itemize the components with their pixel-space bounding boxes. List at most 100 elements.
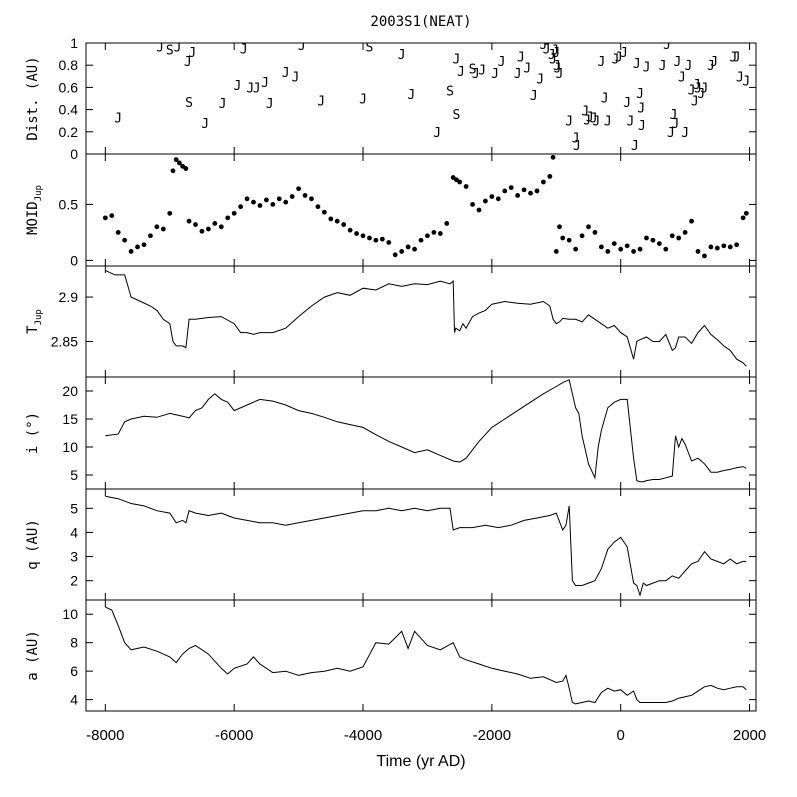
data-point	[637, 246, 643, 252]
data-point	[682, 230, 688, 235]
data-point	[650, 237, 656, 243]
y-axis-label: q (AU)	[25, 519, 41, 570]
encounter-marker-J: J	[583, 114, 591, 129]
data-point	[315, 204, 321, 210]
data-point	[177, 160, 182, 166]
data-point	[135, 244, 140, 250]
data-point	[734, 242, 740, 248]
encounter-marker-J: J	[398, 48, 406, 63]
encounter-marker-J: J	[565, 115, 573, 130]
data-point	[695, 249, 701, 254]
data-point	[624, 243, 630, 249]
series-line	[105, 379, 747, 483]
encounter-marker-S: S	[366, 40, 374, 55]
data-point	[721, 243, 727, 249]
encounter-marker-J: J	[623, 96, 631, 111]
panel-moid: 0 0.5 MOIDJup	[25, 153, 757, 268]
data-point	[463, 184, 469, 189]
panel-data	[105, 606, 747, 705]
encounter-marker-J: J	[156, 40, 164, 55]
data-point	[611, 241, 617, 247]
x-tick-label: -8000	[86, 727, 124, 744]
data-point	[360, 233, 366, 239]
data-point	[425, 233, 430, 239]
encounter-marker-J: J	[539, 38, 547, 53]
encounter-marker-S: S	[185, 96, 193, 111]
data-point	[102, 215, 108, 221]
data-point	[550, 154, 556, 160]
data-point	[373, 237, 379, 243]
series-line	[105, 269, 747, 367]
encounter-marker-J: J	[491, 67, 499, 82]
x-axis-label: Time (yr AD)	[376, 753, 465, 770]
data-point	[379, 236, 385, 242]
panel-frame	[85, 265, 757, 378]
data-point	[689, 218, 694, 224]
encounter-marker-J: J	[478, 64, 486, 79]
panel-tjup: 2.85 2.9 TJup	[25, 265, 757, 378]
encounter-marker-J: J	[184, 55, 192, 70]
data-point	[553, 249, 559, 254]
data-point	[399, 249, 405, 254]
data-point	[431, 230, 437, 235]
encounter-marker-J: J	[573, 139, 581, 154]
data-point	[515, 193, 521, 198]
encounter-marker-S: S	[453, 108, 461, 123]
encounter-marker-J: J	[694, 81, 702, 96]
encounter-marker-J: J	[298, 39, 306, 54]
encounter-marker-J: J	[514, 67, 522, 82]
data-point	[483, 198, 488, 204]
data-point	[251, 199, 256, 205]
series-line	[105, 495, 747, 597]
y-tick-label: 0.4	[59, 102, 79, 118]
data-point	[128, 249, 134, 254]
data-point	[489, 194, 495, 199]
data-point	[347, 227, 353, 233]
data-point	[302, 193, 308, 198]
y-tick-label: 2.85	[51, 333, 78, 349]
data-point	[598, 244, 604, 250]
data-point	[270, 202, 276, 207]
chart-title: 2003S1(NEAT)	[370, 14, 471, 30]
data-point	[541, 179, 546, 185]
y-tick-label: 10	[62, 606, 78, 622]
data-point	[218, 224, 224, 230]
x-tick-label: -6000	[215, 727, 253, 744]
encounter-marker-J: J	[707, 59, 715, 74]
encounter-marker-J: J	[572, 131, 580, 146]
data-point	[115, 230, 121, 235]
encounter-marker-J: J	[643, 60, 651, 75]
x-tick-label: 0	[617, 727, 625, 744]
data-point	[702, 253, 707, 259]
data-point	[386, 240, 392, 245]
data-point	[122, 237, 128, 243]
encounter-marker-J: J	[688, 84, 696, 99]
encounter-marker-J: J	[626, 115, 634, 130]
data-point	[244, 196, 250, 202]
data-point	[457, 179, 463, 185]
data-point	[508, 185, 514, 191]
encounter-marker-J: J	[673, 55, 681, 70]
data-point	[534, 188, 540, 194]
data-point	[547, 174, 553, 179]
data-point	[444, 221, 450, 226]
encounter-marker-J: J	[543, 43, 551, 58]
encounter-marker-J: J	[672, 117, 680, 132]
data-point	[160, 226, 166, 232]
encounter-marker-J: J	[693, 78, 701, 93]
y-tick-label: 5	[70, 467, 78, 483]
panel-frame	[85, 599, 757, 712]
data-point	[566, 237, 572, 243]
encounter-marker-J: J	[188, 46, 196, 61]
encounter-marker-J: J	[472, 67, 480, 82]
encounter-marker-J: J	[253, 81, 261, 96]
encounter-marker-J: J	[638, 119, 646, 134]
series-line	[105, 606, 747, 705]
data-point	[199, 228, 205, 234]
panel-data	[105, 495, 747, 597]
encounter-marker-J: J	[240, 43, 248, 58]
encounter-marker-J: J	[586, 110, 594, 125]
data-point	[586, 224, 591, 230]
data-point	[154, 224, 160, 230]
data-point	[727, 244, 733, 250]
